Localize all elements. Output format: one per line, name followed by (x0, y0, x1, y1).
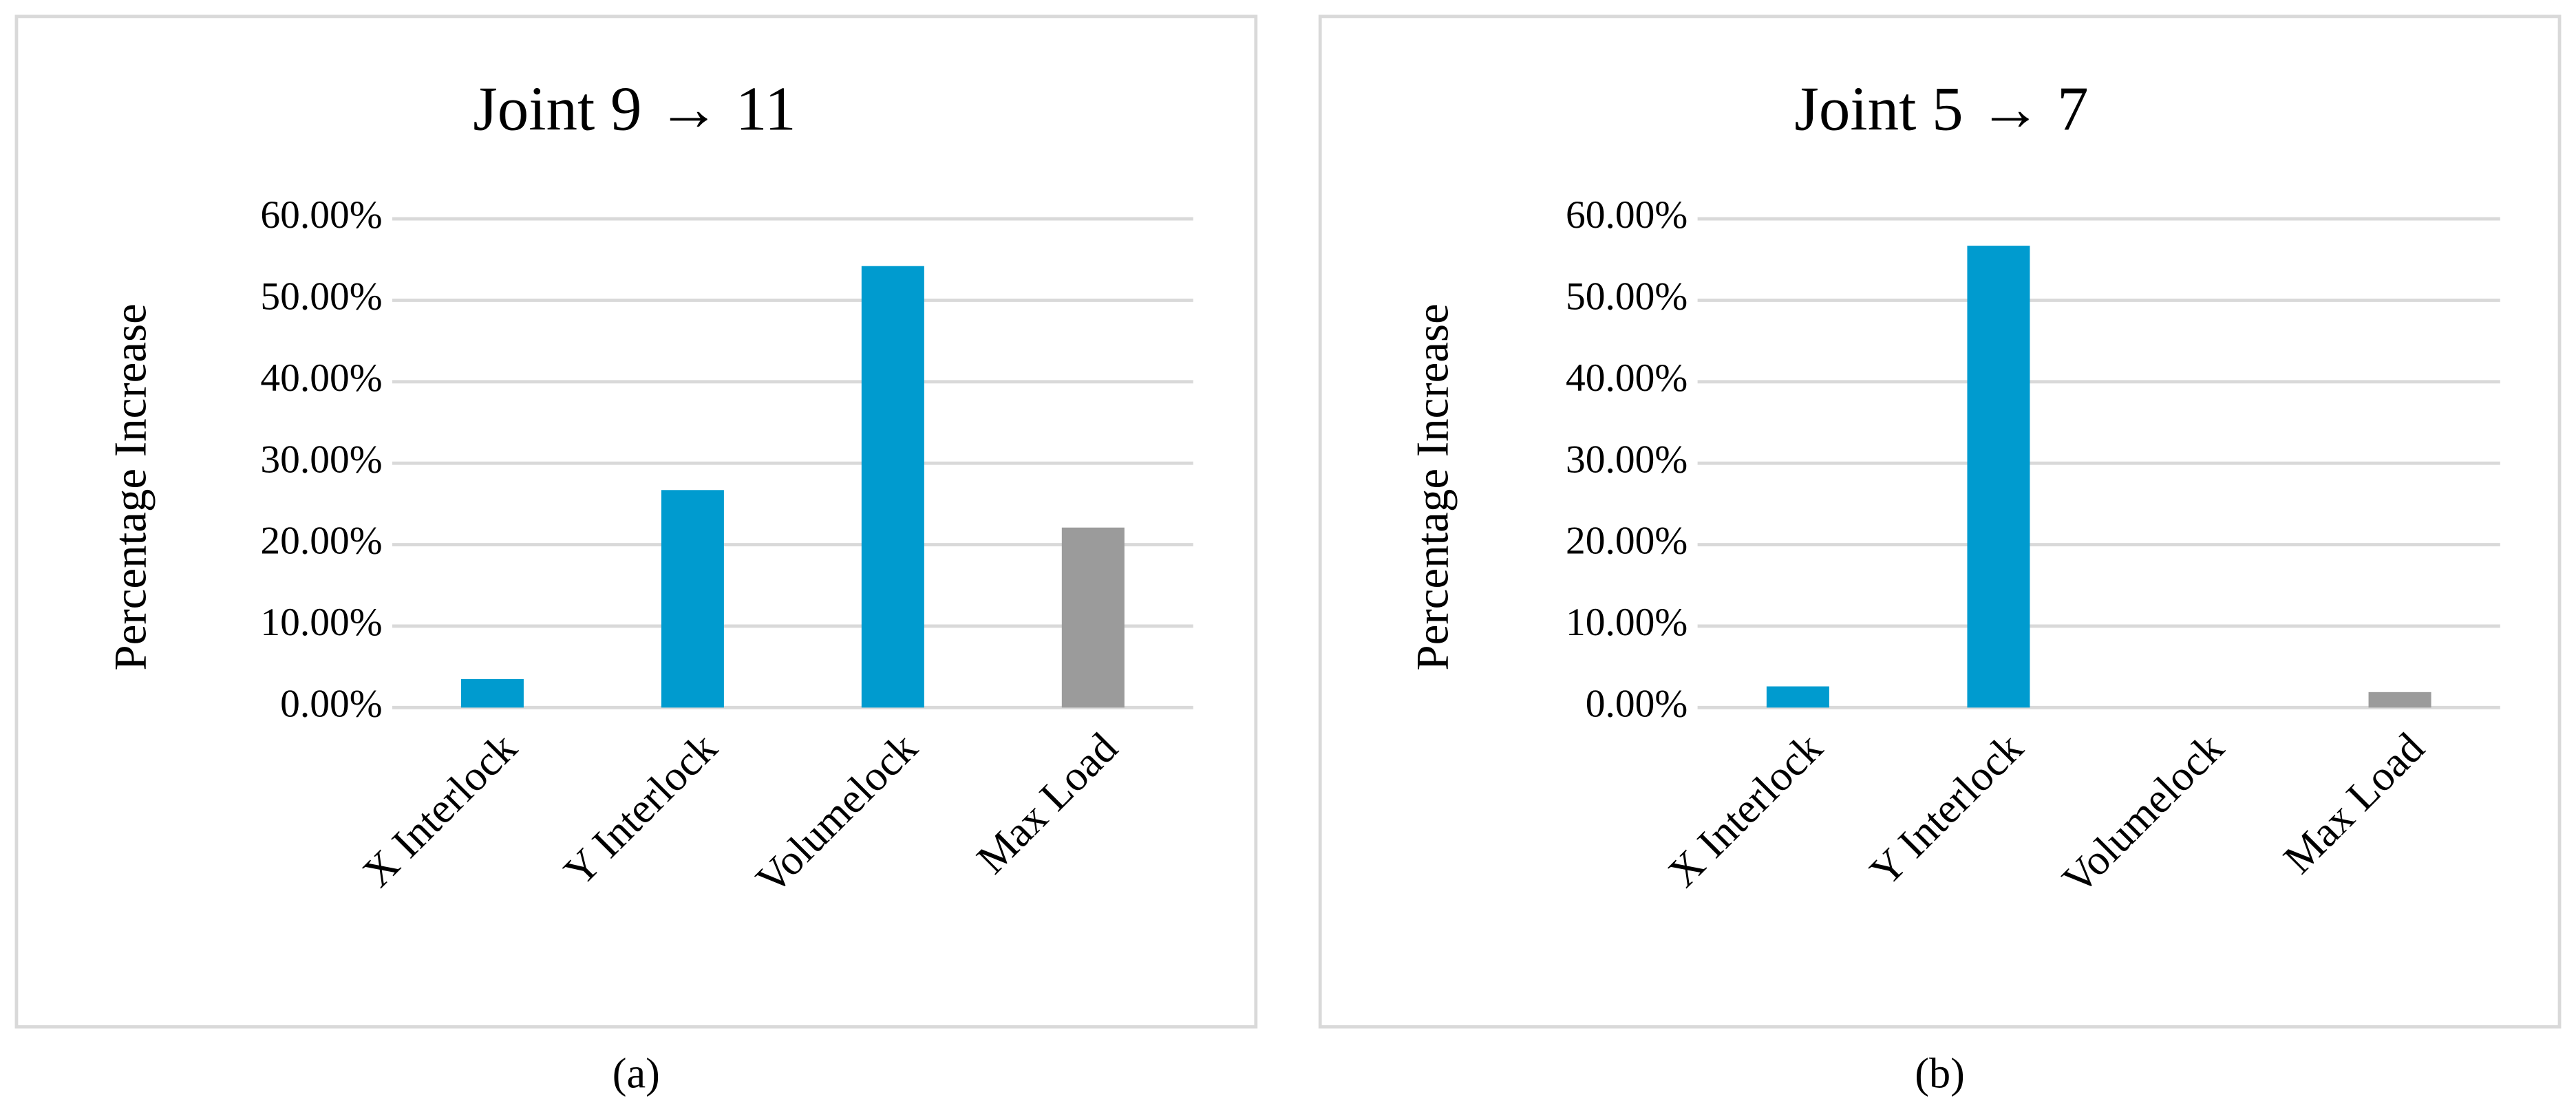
y-tick-label: 0.00% (1586, 683, 1688, 726)
panel-label: (a) (613, 1051, 660, 1097)
y-tick-label: 50.00% (1566, 275, 1688, 319)
y-tick-label: 10.00% (260, 601, 382, 644)
y-tick-label: 30.00% (260, 438, 382, 481)
bar (460, 678, 524, 708)
x-tick-label: Volumelock (747, 724, 927, 903)
x-tick-label: X Interlock (354, 724, 526, 896)
x-tick-label: Volumelock (2054, 724, 2233, 903)
y-tick-label: 60.00% (260, 193, 382, 237)
y-tick-label: 30.00% (1566, 438, 1688, 481)
y-tick-label: 20.00% (1566, 519, 1688, 563)
y-tick-label: 0.00% (280, 683, 382, 726)
y-tick-label: 40.00% (1566, 356, 1688, 400)
x-tick-label: Max Load (2275, 725, 2434, 883)
y-tick-label: 10.00% (1566, 601, 1688, 644)
y-tick-label: 50.00% (260, 275, 382, 319)
x-tick-label: Y Interlock (1861, 724, 2032, 895)
bar (1061, 527, 1125, 708)
y-tick-label: 60.00% (1566, 193, 1688, 237)
chart-title: Joint 9 → 11 (473, 74, 796, 143)
y-axis-title: Percentage Increase (105, 303, 156, 670)
bar (1967, 246, 2030, 708)
y-axis-title: Percentage Increase (1407, 303, 1458, 670)
bar (1766, 686, 1829, 708)
x-tick-label: Y Interlock (555, 724, 727, 895)
bar (661, 490, 724, 708)
x-tick-label: X Interlock (1659, 724, 1831, 896)
chart-frame (1318, 14, 2562, 1029)
chart-frame (14, 14, 1258, 1029)
chart-title: Joint 5 → 7 (1794, 74, 2088, 143)
bar (2368, 692, 2431, 708)
y-tick-label: 40.00% (260, 356, 382, 400)
x-tick-label: Max Load (968, 725, 1127, 883)
panel-label: (b) (1915, 1051, 1965, 1097)
bar (861, 266, 924, 708)
y-tick-label: 20.00% (260, 519, 382, 563)
